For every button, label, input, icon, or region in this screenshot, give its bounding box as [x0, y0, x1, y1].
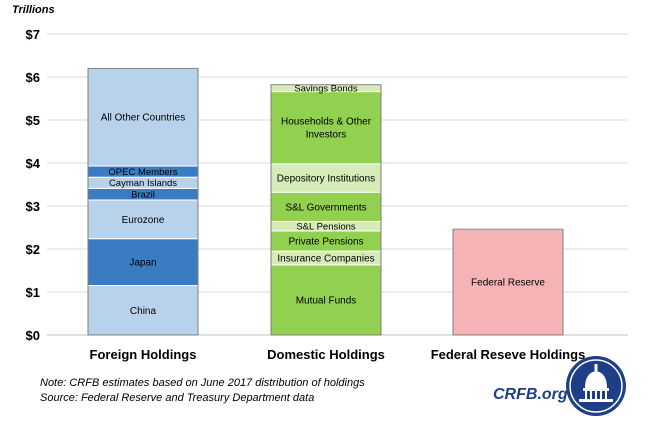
segment-label-households-other-investors: Households & Other Investors: [281, 117, 372, 141]
bar-outline-domestic-holdings: [270, 84, 382, 336]
bar-outline-federal-reseve-holdings: [452, 228, 564, 336]
x-category-label: Federal Reseve Holdings: [431, 347, 586, 362]
y-tick-label: $5: [26, 113, 40, 128]
segment-label-japan: Japan: [129, 258, 156, 269]
x-category-label: Domestic Holdings: [267, 347, 385, 362]
chart-note: Note: CRFB estimates based on June 2017 …: [40, 377, 365, 389]
bar-segment-s-l-governments: [270, 191, 382, 222]
segment-label-opec-members: OPEC Members: [108, 167, 177, 178]
y-axis-unit-label: Trillions: [12, 4, 55, 16]
segment-label-cayman-islands: Cayman Islands: [109, 178, 177, 189]
segment-label-federal-reserve: Federal Reserve: [471, 278, 545, 289]
segment-label-depository-institutions: Depository Institutions: [277, 174, 375, 185]
segment-label-insurance-companies: Insurance Companies: [277, 254, 374, 265]
bar-segment-japan: [87, 238, 199, 287]
x-category-label: Foreign Holdings: [90, 347, 197, 362]
segment-label-china: China: [130, 306, 157, 317]
bar-outline-foreign-holdings: [87, 67, 199, 336]
y-tick-label: $2: [26, 242, 40, 257]
segment-label-mutual-funds: Mutual Funds: [296, 295, 357, 306]
bar-segment-households-other-investors: [270, 91, 382, 165]
segment-label-all-other-countries: All Other Countries: [101, 113, 185, 124]
segment-label-brazil: Brazil: [131, 190, 155, 201]
segment-label-s-l-governments: S&L Governments: [285, 202, 366, 213]
chart-source: Source: Federal Reserve and Treasury Dep…: [40, 392, 315, 404]
segment-label-private-pensions: Private Pensions: [288, 237, 363, 248]
bar-layer: [87, 67, 564, 336]
y-tick-label: $7: [26, 27, 40, 42]
capitol-dome-seal-icon: [566, 356, 626, 416]
segment-label-savings-bonds: Savings Bonds: [294, 84, 358, 95]
y-tick-label: $4: [26, 156, 41, 171]
y-tick-label: $3: [26, 199, 40, 214]
segment-label-eurozone: Eurozone: [122, 215, 165, 226]
y-tick-label: $6: [26, 70, 40, 85]
y-tick-label: $1: [26, 285, 40, 300]
bar-segment-all-other-countries: [87, 67, 199, 167]
crfb-site-link[interactable]: CRFB.org: [493, 386, 568, 403]
bar-segment-eurozone: [87, 199, 199, 240]
y-tick-label: $0: [26, 328, 40, 343]
bar-segment-china: [87, 285, 199, 336]
bar-segment-mutual-funds: [270, 264, 382, 336]
segment-label-s-l-pensions: S&L Pensions: [296, 222, 356, 233]
